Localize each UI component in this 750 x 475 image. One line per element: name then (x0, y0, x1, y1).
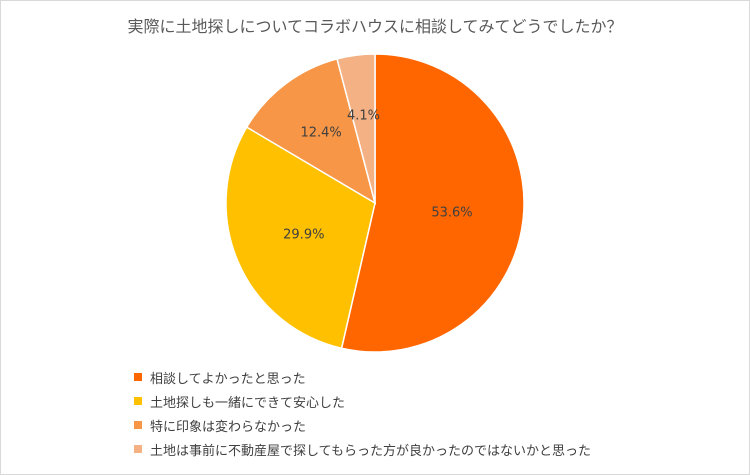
legend-label: 特に印象は変わらなかった (150, 419, 307, 435)
legend: 相談してよかったと思った 土地探しも一緒にできて安心した 特に印象は変わらなかっ… (134, 365, 591, 461)
legend-item: 相談してよかったと思った (134, 365, 591, 389)
slice-label: 12.4% (300, 126, 341, 141)
legend-swatch (134, 373, 142, 381)
legend-label: 土地探しも一緒にできて安心した (150, 395, 346, 411)
legend-swatch (134, 397, 142, 405)
legend-item: 土地探しも一緒にできて安心した (134, 389, 591, 413)
legend-label: 相談してよかったと思った (150, 371, 306, 387)
pie-slice (225, 126, 376, 350)
pie-slice (245, 58, 377, 205)
slice-label: 29.9% (283, 228, 324, 243)
legend-swatch (134, 421, 142, 429)
slice-label: 53.6% (431, 206, 472, 221)
legend-item: 土地は事前に不動産屋で探してもらった方が良かったのではないかと思った (134, 437, 591, 461)
legend-swatch (134, 445, 142, 453)
slice-label: 4.1% (347, 108, 380, 123)
legend-label: 土地は事前に不動産屋で探してもらった方が良かったのではないかと思った (150, 443, 591, 459)
legend-item: 特に印象は変わらなかった (134, 413, 591, 437)
pie-slice (340, 53, 525, 353)
chart-title: 実際に土地探しについてコラボハウスに相談してみてどうでしたか？ (127, 17, 623, 36)
pie-slice (336, 53, 376, 204)
